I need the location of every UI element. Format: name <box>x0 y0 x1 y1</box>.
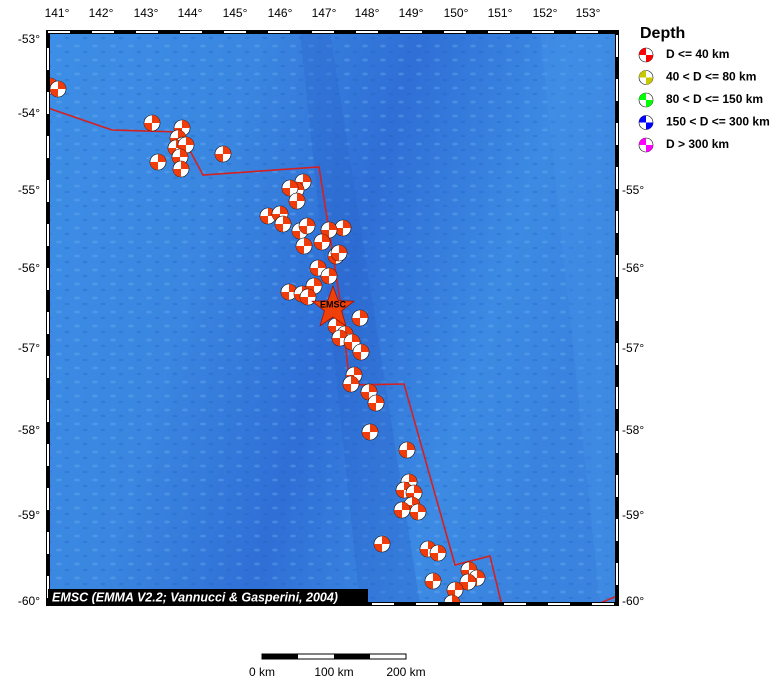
earthquake-mechanism-quadrant <box>296 238 312 254</box>
bathymetry-texture <box>48 32 617 604</box>
latitude-label: -54° <box>18 106 40 120</box>
scale-label: 200 km <box>386 665 425 679</box>
earthquake-mechanism-quadrant <box>299 218 315 234</box>
earthquake-mechanism-quadrant <box>310 260 326 276</box>
earthquake-mechanism-quadrant <box>447 582 463 598</box>
ridge <box>540 32 617 604</box>
legend-label: 150 < D <= 300 km <box>666 115 770 129</box>
longitude-label: 152° <box>533 6 558 20</box>
legend-label: D > 300 km <box>666 137 729 151</box>
longitude-label: 142° <box>89 6 114 20</box>
latitude-label: -59° <box>622 508 644 522</box>
longitude-label: 151° <box>488 6 513 20</box>
legend-icon-fill <box>639 115 653 130</box>
earthquake-mechanism-quadrant <box>215 146 231 162</box>
earthquake-mechanism-quadrant <box>314 234 330 250</box>
earthquake-mechanism-quadrant <box>461 562 477 578</box>
longitude-label: 143° <box>134 6 159 20</box>
earthquake-mechanism-quadrant <box>361 384 377 400</box>
earthquake-mechanism-quadrant <box>353 344 369 360</box>
earthquake-mechanism-quadrant <box>144 115 160 131</box>
earthquake-mechanism-quadrant <box>332 330 348 346</box>
earthquake-mechanism-quadrant <box>335 220 351 236</box>
longitude-label: 153° <box>576 6 601 20</box>
longitude-label: 141° <box>45 6 70 20</box>
legend-icon-fill <box>639 48 653 62</box>
earthquake-mechanism-quadrant <box>394 502 410 518</box>
earthquake-mechanism-quadrant <box>150 154 166 170</box>
earthquake-mechanism-quadrant <box>300 289 316 305</box>
credit-box <box>48 589 368 605</box>
longitude-label: 150° <box>444 6 469 20</box>
scale-bar-segment <box>334 654 370 659</box>
latitude-label: -53° <box>18 32 40 46</box>
longitude-label: 147° <box>312 6 337 20</box>
latitude-label: -55° <box>622 183 644 197</box>
earthquake-mechanism-quadrant <box>420 541 436 557</box>
latitude-label: -58° <box>18 423 40 437</box>
longitude-label: 145° <box>223 6 248 20</box>
earthquake-mechanism-quadrant <box>368 395 384 411</box>
legend-icon-fill <box>639 93 653 107</box>
earthquake-mechanism-quadrant <box>396 482 412 498</box>
earthquake-mechanism-quadrant <box>275 216 291 232</box>
legend-label: 80 < D <= 150 km <box>666 92 763 106</box>
longitude-label: 148° <box>355 6 380 20</box>
scale-bar-segment <box>262 654 298 659</box>
earthquake-mechanism-quadrant <box>331 245 347 261</box>
earthquake-mechanism-quadrant <box>321 222 337 238</box>
earthquake-mechanism-quadrant <box>399 442 415 458</box>
earthquake-mechanism-quadrant <box>352 310 368 326</box>
earthquake-mechanism-quadrant <box>425 573 441 589</box>
earthquake-mechanism-quadrant <box>374 536 390 552</box>
event-star <box>310 284 356 327</box>
scale-label: 0 km <box>249 665 275 679</box>
longitude-label: 149° <box>399 6 424 20</box>
earthquake-mechanism-quadrant <box>50 81 66 97</box>
latitude-label: -57° <box>18 341 40 355</box>
earthquake-mechanism-quadrant <box>281 284 297 300</box>
earthquake-mechanism-quadrant <box>321 268 337 284</box>
latitude-label: -60° <box>18 594 40 608</box>
earthquake-mechanism-quadrant <box>289 193 305 209</box>
earthquake-mechanism-quadrant <box>172 149 188 165</box>
earthquake-mechanism-quadrant <box>410 504 426 520</box>
earthquake-mechanism-quadrant <box>460 574 476 590</box>
legend-icon-fill <box>639 70 653 85</box>
legend-label: 40 < D <= 80 km <box>666 70 756 84</box>
legend-icon-fill <box>639 138 653 152</box>
earthquake-mechanism-quadrant <box>272 206 288 222</box>
latitude-label: -59° <box>18 508 40 522</box>
earthquake-mechanism-quadrant <box>282 180 298 196</box>
longitude-label: 144° <box>178 6 203 20</box>
earthquake-mechanism-quadrant <box>444 595 460 604</box>
credit: EMSC (EMMA V2.2; Vannucci & Gasperini, 2… <box>52 590 338 604</box>
scale-label: 100 km <box>314 665 353 679</box>
latitude-label: -60° <box>622 594 644 608</box>
plate-boundary <box>48 107 503 604</box>
earthquake-mechanism-quadrant <box>173 161 189 177</box>
latitude-label: -56° <box>18 261 40 275</box>
latitude-label: -57° <box>622 341 644 355</box>
earthquake-mechanism-quadrant <box>343 376 359 392</box>
earthquake-mechanism-quadrant <box>430 545 446 561</box>
latitude-label: -56° <box>622 261 644 275</box>
earthquake-mechanism-quadrant <box>362 424 378 440</box>
legend-title: Depth <box>640 25 685 42</box>
event-label: EMSC <box>320 299 347 309</box>
legend-label: D <= 40 km <box>666 47 729 61</box>
latitude-label: -58° <box>622 423 644 437</box>
longitude-label: 146° <box>268 6 293 20</box>
latitude-label: -55° <box>18 183 40 197</box>
earthquake-mechanism-quadrant <box>344 334 360 350</box>
map-area <box>48 32 617 604</box>
